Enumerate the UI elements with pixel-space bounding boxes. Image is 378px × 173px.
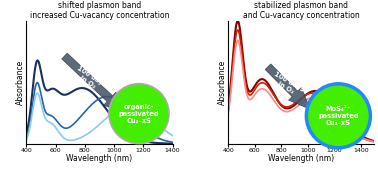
Polygon shape [62,53,126,114]
Polygon shape [265,64,310,109]
X-axis label: Wavelength (nm): Wavelength (nm) [67,154,133,163]
Text: MoS₄²⁻
passivated
Cu₂₋xS: MoS₄²⁻ passivated Cu₂₋xS [318,106,359,126]
Title: shifted plasmon band
increased Cu-vacancy concentration: shifted plasmon band increased Cu-vacanc… [30,1,169,20]
Text: organic-
passivated
Cu₂₋xS: organic- passivated Cu₂₋xS [119,104,159,124]
Title: stabilized plasmon band
and Cu-vacancy concentration: stabilized plasmon band and Cu-vacancy c… [243,1,359,20]
Ellipse shape [109,84,169,144]
Text: 106 days
in O₂: 106 days in O₂ [270,71,305,99]
X-axis label: Wavelength (nm): Wavelength (nm) [268,154,334,163]
Ellipse shape [306,84,370,148]
Y-axis label: Absorbance: Absorbance [16,60,25,105]
Text: 106 days
in O₂: 106 days in O₂ [72,65,107,94]
Y-axis label: Absorbance: Absorbance [218,60,227,105]
